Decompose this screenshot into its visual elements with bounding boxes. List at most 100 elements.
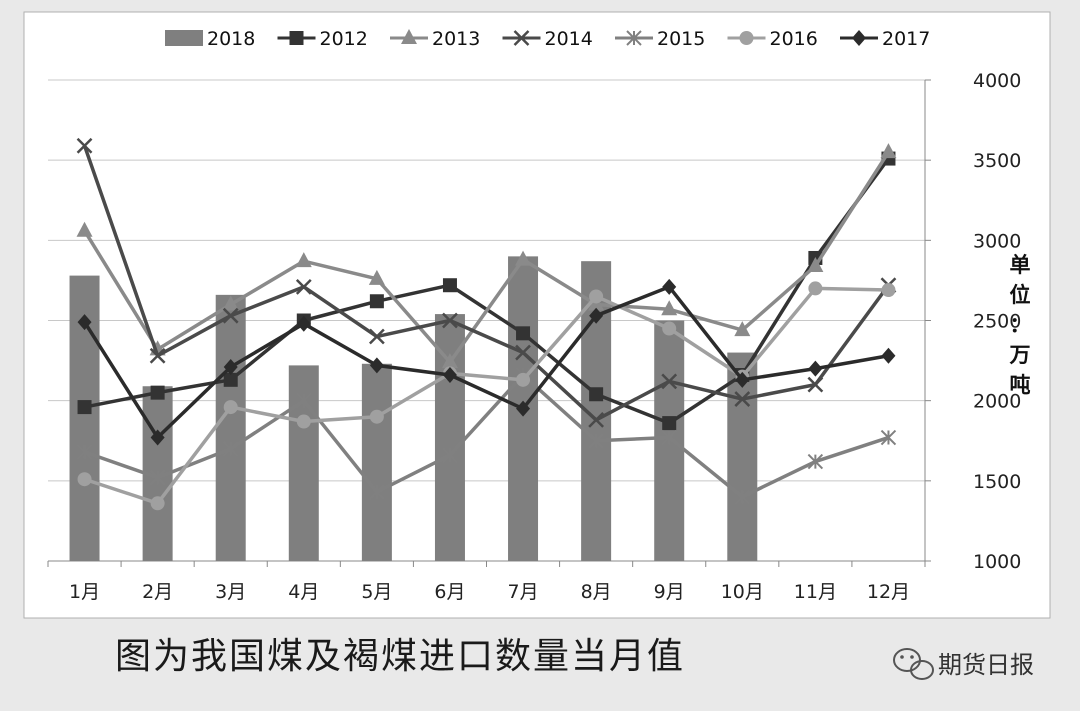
y-axis-label-char: 单 [1010,253,1031,277]
legend: 2018 2012 2013 2014 2015 2016 2017 [165,28,930,50]
bar [215,294,246,561]
series-line [83,285,889,440]
y-axis-label-char: 万 [1009,343,1031,367]
point-marker [368,328,385,345]
point-marker [77,400,92,415]
x-tick-label: 1月 [69,581,100,603]
point-marker [880,429,897,446]
point-marker [296,392,312,409]
y-axis-label: 单位 ： 万吨 [1009,253,1031,397]
point-marker [516,326,531,341]
point-marker [442,312,458,329]
point-marker [516,372,531,387]
x-tick-label: 12月 [867,581,910,603]
series-2014 [76,137,897,428]
series-line [82,145,890,422]
y-tick-label: 3000 [973,230,1021,252]
point-marker [223,400,238,415]
x-tick-label: 9月 [654,581,685,603]
legend-item-2018: 2018 [165,28,255,50]
point-marker [442,447,458,463]
point-marker [734,489,750,505]
x-tick-label: 11月 [794,581,837,603]
point-marker [515,250,532,266]
bar [361,363,392,561]
point-marker [369,484,385,500]
point-marker [223,441,239,457]
point-marker [808,281,823,296]
point-marker [739,31,754,45]
legend-label: 2015 [657,28,705,50]
point-marker [662,321,677,336]
point-marker [516,400,531,417]
x-tick-label: 10月 [721,581,764,603]
point-marker [807,376,824,393]
legend-label: 2014 [545,28,593,50]
point-marker [734,391,751,407]
point-marker [150,496,165,511]
point-marker [442,367,457,384]
legend-item-2016: 2016 [727,28,818,50]
point-marker [222,307,239,324]
wechat-icon [893,648,934,680]
x-tick-label: 4月 [288,581,319,603]
series-line [83,286,889,506]
point-marker [369,294,384,309]
point-marker [150,385,165,400]
series-2017 [77,278,896,446]
point-marker [296,315,311,332]
point-marker [513,30,530,46]
chart-caption: 图为我国煤及褐煤进口数量当月值 [115,636,685,677]
series-line [83,373,890,499]
point-marker [807,453,824,470]
point-marker [735,371,750,388]
point-marker [76,137,93,154]
x-tick-label: 2月 [142,581,173,603]
point-marker [661,300,678,316]
point-marker [442,278,457,293]
point-marker [223,358,238,375]
y-tick-label: 1000 [973,551,1021,573]
legend-label: 2018 [207,28,255,50]
x-tick-label: 3月 [215,581,246,603]
point-marker [661,429,677,446]
point-marker [852,30,866,46]
point-marker [515,344,531,361]
point-marker [295,252,312,268]
y-tick-label: 2500 [973,311,1021,333]
point-marker [149,469,166,486]
point-marker [369,409,384,424]
point-marker [369,357,384,374]
point-marker [222,295,239,311]
series-line [83,151,890,364]
point-marker [76,444,93,460]
point-marker [881,283,896,298]
legend-label: 2017 [882,28,930,50]
legend-item-2012: 2012 [277,28,368,50]
y-axis-label-char: ： [1010,313,1031,337]
point-marker [589,387,604,402]
axes: 1000 1500 2000 2500 3000 3500 4000 1月 2月 3月 4月 5月 6月… [47,70,1021,603]
point-marker [880,143,897,159]
legend-item-2017: 2017 [840,28,930,50]
point-marker [662,278,677,295]
y-tick-label: 1500 [973,471,1021,493]
x-tick-label: 5月 [361,581,392,603]
point-marker [734,321,751,337]
legend-swatch [165,30,203,46]
point-marker [807,256,824,272]
y-tick-label: 2000 [973,391,1021,413]
point-marker [296,414,311,429]
point-marker [76,221,93,237]
watermark: 期货日报 [893,648,1034,680]
point-marker [589,307,604,324]
point-marker [661,373,678,390]
point-marker [881,347,896,364]
point-marker [589,289,604,304]
point-marker [662,416,677,431]
y-axis-label-char: 位 [1010,283,1031,307]
point-marker [77,314,92,331]
legend-label: 2012 [320,28,368,50]
point-marker [368,269,385,285]
